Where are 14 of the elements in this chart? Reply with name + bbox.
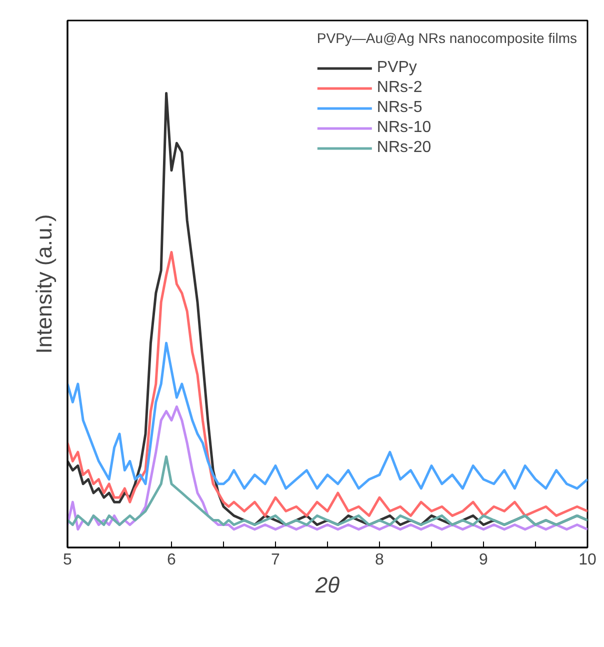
legend-label: NRs-5	[376, 99, 422, 117]
x-tick-label: 7	[271, 552, 280, 568]
y-axis-title: Intensity (a.u.)	[32, 214, 56, 354]
x-tick-label: 8	[375, 552, 384, 568]
legend-title: PVPy—Au@Ag NRs nanocomposite films	[316, 30, 577, 46]
legend-label: NRs-2	[376, 79, 422, 97]
legend-label: NRs-20	[376, 139, 432, 157]
x-tick-label: 6	[167, 552, 176, 568]
legend-label: PVPy	[376, 59, 417, 77]
legend-label: NRs-10	[376, 119, 432, 137]
x-tick-label: 10	[578, 552, 596, 568]
x-tick-label: 9	[479, 552, 488, 568]
x-tick-label: 5	[63, 552, 72, 568]
x-axis-title: 2θ	[314, 572, 340, 598]
